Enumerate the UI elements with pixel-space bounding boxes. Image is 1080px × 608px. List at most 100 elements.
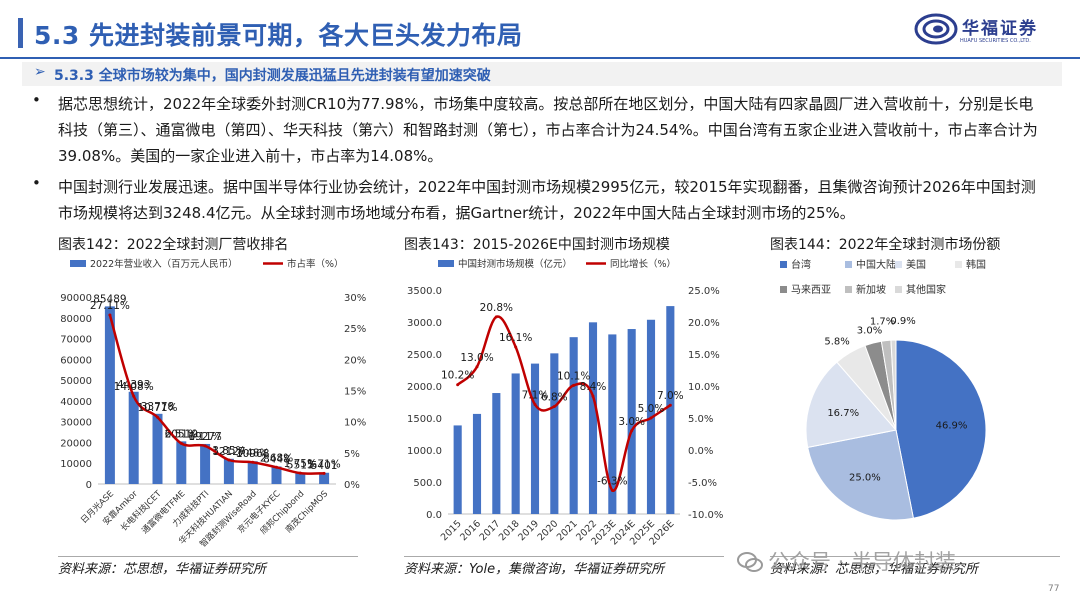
y-left-tick-label: 60000 [60,355,92,366]
y-left-tick-label: 70000 [60,335,92,346]
bullet-icon: • [32,91,41,109]
line-value-label: 10.71% [137,402,177,414]
y-right-tick-label: 20% [344,355,366,366]
source-divider [404,556,724,557]
y-left-tick-label: 90000 [60,293,92,304]
y-left-tick-label: 10000 [60,459,92,470]
y-right-tick-label: 30% [344,293,366,304]
line-point [552,404,556,408]
bar-2024E [627,329,636,514]
legend-swatch [895,286,902,293]
line-point [275,465,278,469]
line-value-label: 13.0% [460,352,493,364]
legend-swatch [845,261,852,268]
line-point [132,394,136,398]
line-value-label: 10.2% [441,370,474,382]
legend-swatch [955,261,962,268]
y-left-tick-label: 500.0 [413,478,442,489]
x-tick-label: 2017 [478,518,503,543]
bar-力成科技PTI [200,443,211,484]
y-right-tick-label: 25.0% [688,286,720,297]
huafu-logo-icon [914,13,958,45]
chart-144-title: 图表144：2022年全球封测市场份额 [770,237,1001,253]
line-point [630,429,634,433]
y-left-tick-label: 0 [86,480,92,491]
chart-142-title: 图表142：2022全球封测厂营收排名 [58,237,289,253]
bar-2021 [569,337,578,514]
line-value-label: 10.1% [557,370,590,382]
line-point [156,415,159,419]
line-point [108,313,112,317]
line-value-label: 20.8% [480,302,513,314]
pie-value-label: 0.9% [890,316,915,327]
legend-bar-label: 中国封测市场规模（亿元） [458,258,572,270]
section-bar [22,62,1062,86]
line-value-label: 14.08% [114,381,154,393]
y-right-tick-label: 5.0% [688,414,713,425]
logo-subtitle: HUAFU SECURITIES CO.,LTD. [960,38,1031,44]
bullet-paragraph-2: 中国封测行业发展迅速。据中国半导体行业协会统计，2022年中国封测市场规模299… [58,178,1036,222]
company-logo: 华福证券 HUAFU SECURITIES CO.,LTD. [914,12,1044,48]
chart-142: 2022年营业收入（百万元人民币） 市占率（%） 0 10000 20000 30000 4… [60,258,366,550]
x-tick-label: 2021 [555,518,580,543]
legend-label: 美国 [906,258,926,271]
y-right-tick-label: 15% [344,387,366,398]
bar-智路封测WiseRoad [247,461,258,484]
legend-label: 新加坡 [856,283,886,296]
bar-华天科技HUATIAN [223,458,234,484]
pie-slice-美国 [805,361,897,449]
line-point [572,383,576,387]
legend-label: 中国大陆 [856,258,896,271]
line-value-label: 1.71% [307,458,340,470]
pie-value-label: 1.7% [870,317,895,328]
line-value-label: 6.8% [541,391,568,403]
source-divider [58,556,358,557]
y-right-tick-label: 10% [344,418,366,429]
line-value-label: 16.1% [499,332,532,344]
y-right-tick-label: 5% [344,449,360,460]
line-value-label: 3.48% [236,447,269,459]
legend-bar-label: 2022年营业收入（百万元人民币） [90,258,238,270]
y-right-tick-label: 25% [344,324,366,335]
legend-swatch [780,261,787,268]
y-right-tick-label: 10.0% [688,382,720,393]
line-point [298,471,302,475]
line-point [514,345,518,349]
legend-swatch [895,261,902,268]
line-value-label: 8.4% [580,381,607,393]
legend-label: 马来西亚 [791,284,831,296]
bar-安靠Amkor [128,391,139,484]
bar-value-label: 33778 [141,401,174,413]
legend-label: 其他国家 [906,283,946,296]
line-value-label: 3.85% [212,445,245,457]
bar-2023E [608,334,617,514]
bar-2020 [550,353,559,514]
y-left-tick-label: 20000 [60,438,92,449]
line-point [227,458,231,462]
line-point [494,315,498,319]
bar-通富微电TFME [176,441,187,484]
legend-label: 韩国 [966,258,986,271]
y-left-tick-label: 40000 [60,397,92,408]
chart-143-source: 资料来源：Yole，集微咨询，华福证券研究所 [404,562,665,577]
y-left-tick-label: 1500.0 [407,414,442,425]
logo-name: 华福证券 [962,19,1038,39]
bar-长电科技JCET [152,413,163,484]
line-point [251,460,255,464]
x-tick-label: 2016 [458,518,483,543]
y-left-tick-label: 2500.0 [407,350,442,361]
chart-144-source: 资料来源：芯思想，华福证券研究所 [770,562,979,577]
bar-2026E [666,306,675,514]
bar-2018 [511,373,520,514]
y-right-tick-label: -5.0% [688,478,717,489]
x-tick-label: 2020 [536,518,561,543]
chart-143: 中国封测市场规模（亿元） 同比增长（%） 0.0 500.0 1000.0 1500.0 2… [407,258,723,547]
line-point [533,403,537,407]
line-point [475,365,479,369]
legend-line-label: 市占率（%） [287,258,344,270]
title-underline [0,57,1080,59]
line-value-label: 2.68% [260,452,293,464]
pie-value-label: 16.7% [827,408,859,419]
pie-value-label: 5.8% [824,336,849,347]
line-value-label: 7.1% [522,390,549,402]
